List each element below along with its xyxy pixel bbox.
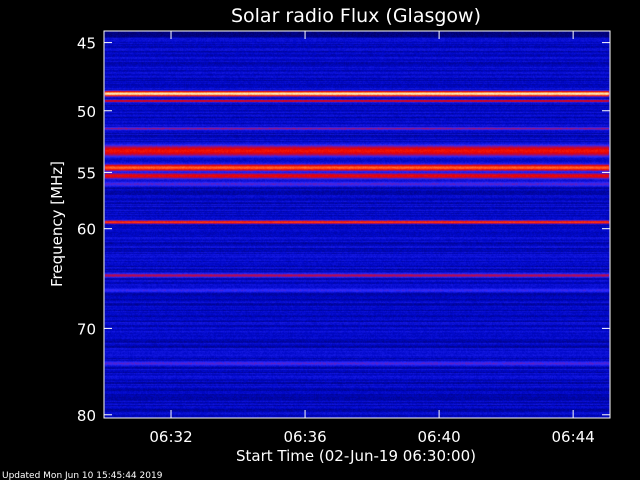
y-tick-label: 55 xyxy=(77,164,96,182)
plot-area xyxy=(104,31,610,418)
y-tick-label: 45 xyxy=(77,35,96,53)
heatmap-canvas xyxy=(104,31,610,418)
x-tick-label: 06:36 xyxy=(283,428,326,446)
x-tick-label: 06:44 xyxy=(552,428,595,446)
y-axis: 45 50 55 60 70 80 xyxy=(77,35,610,425)
x-axis-label: Start Time (02-Jun-19 06:30:00) xyxy=(236,447,476,465)
y-tick-label: 80 xyxy=(77,407,96,425)
y-axis-label: Frequency [MHz] xyxy=(48,161,66,287)
updated-timestamp: Updated Mon Jun 10 15:45:44 2019 xyxy=(2,471,163,480)
chart-title: Solar radio Flux (Glasgow) xyxy=(231,5,481,27)
x-tick-label: 06:40 xyxy=(417,428,460,446)
y-tick-label: 70 xyxy=(77,320,96,338)
x-axis: 06:32 06:36 06:40 06:44 xyxy=(149,31,595,446)
y-tick-label: 50 xyxy=(77,103,96,121)
plot-frame xyxy=(103,30,611,419)
y-tick-label: 60 xyxy=(77,221,96,239)
x-tick-label: 06:32 xyxy=(149,428,192,446)
